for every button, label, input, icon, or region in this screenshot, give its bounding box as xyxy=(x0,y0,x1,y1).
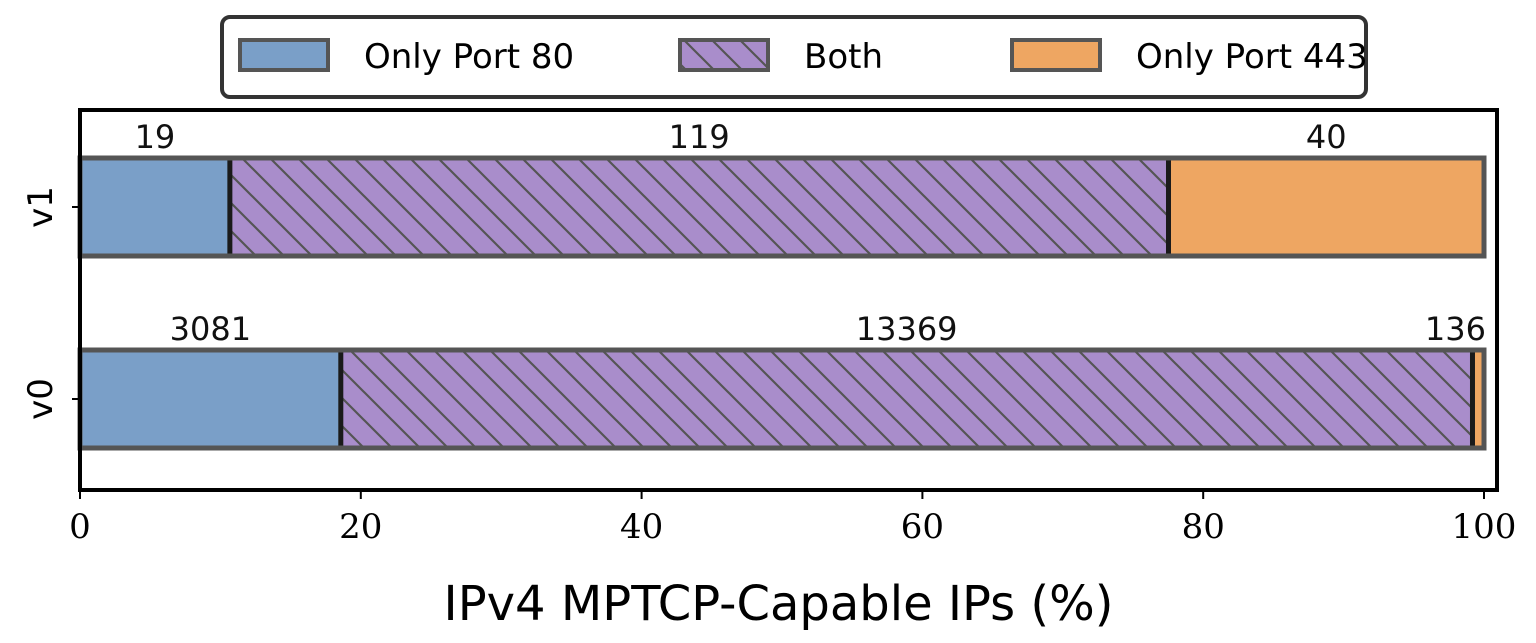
bar-v0-2 xyxy=(1472,350,1484,448)
legend-swatch xyxy=(238,38,330,72)
data-label: 136 xyxy=(1425,310,1486,348)
y-tick-label: v0 xyxy=(21,378,61,420)
bar-v1-0 xyxy=(80,158,230,256)
legend-label: Only Port 443 xyxy=(1136,37,1368,77)
axes: v1 v0 0 20 40 60 80 100 IPv4 MPTCP-Capable IPs (… xyxy=(21,108,1517,632)
x-tick-label: 0 xyxy=(69,507,91,547)
legend: Only Port 80 Both Only Port 443 xyxy=(220,15,1368,99)
bars: 19 119 40 3081 13369 136 xyxy=(77,118,1487,451)
bar-hatch-v1 xyxy=(229,158,1169,256)
bar-v0-0 xyxy=(80,350,341,448)
x-tick-label: 60 xyxy=(901,507,944,547)
data-label: 19 xyxy=(135,118,176,156)
y-tick-label: v1 xyxy=(21,186,61,228)
plot-frame xyxy=(78,108,1499,492)
x-tick-label: 100 xyxy=(1452,507,1517,547)
x-axis-label: IPv4 MPTCP-Capable IPs (%) xyxy=(444,576,1114,632)
data-label: 3081 xyxy=(170,310,251,348)
bar-hatch-v0 xyxy=(340,350,1473,448)
bar-v1-2 xyxy=(1168,158,1484,256)
x-tick-label: 80 xyxy=(1182,507,1225,547)
legend-swatch xyxy=(1010,38,1102,72)
x-tick-label: 40 xyxy=(620,507,663,547)
data-label: 119 xyxy=(669,118,730,156)
legend-label: Only Port 80 xyxy=(364,37,574,77)
data-label: 13369 xyxy=(856,310,958,348)
legend-box xyxy=(220,15,1368,99)
legend-swatch-hatch xyxy=(680,40,768,70)
data-label: 40 xyxy=(1306,118,1347,156)
legend-label: Both xyxy=(804,37,883,77)
x-tick-label: 20 xyxy=(339,507,382,547)
